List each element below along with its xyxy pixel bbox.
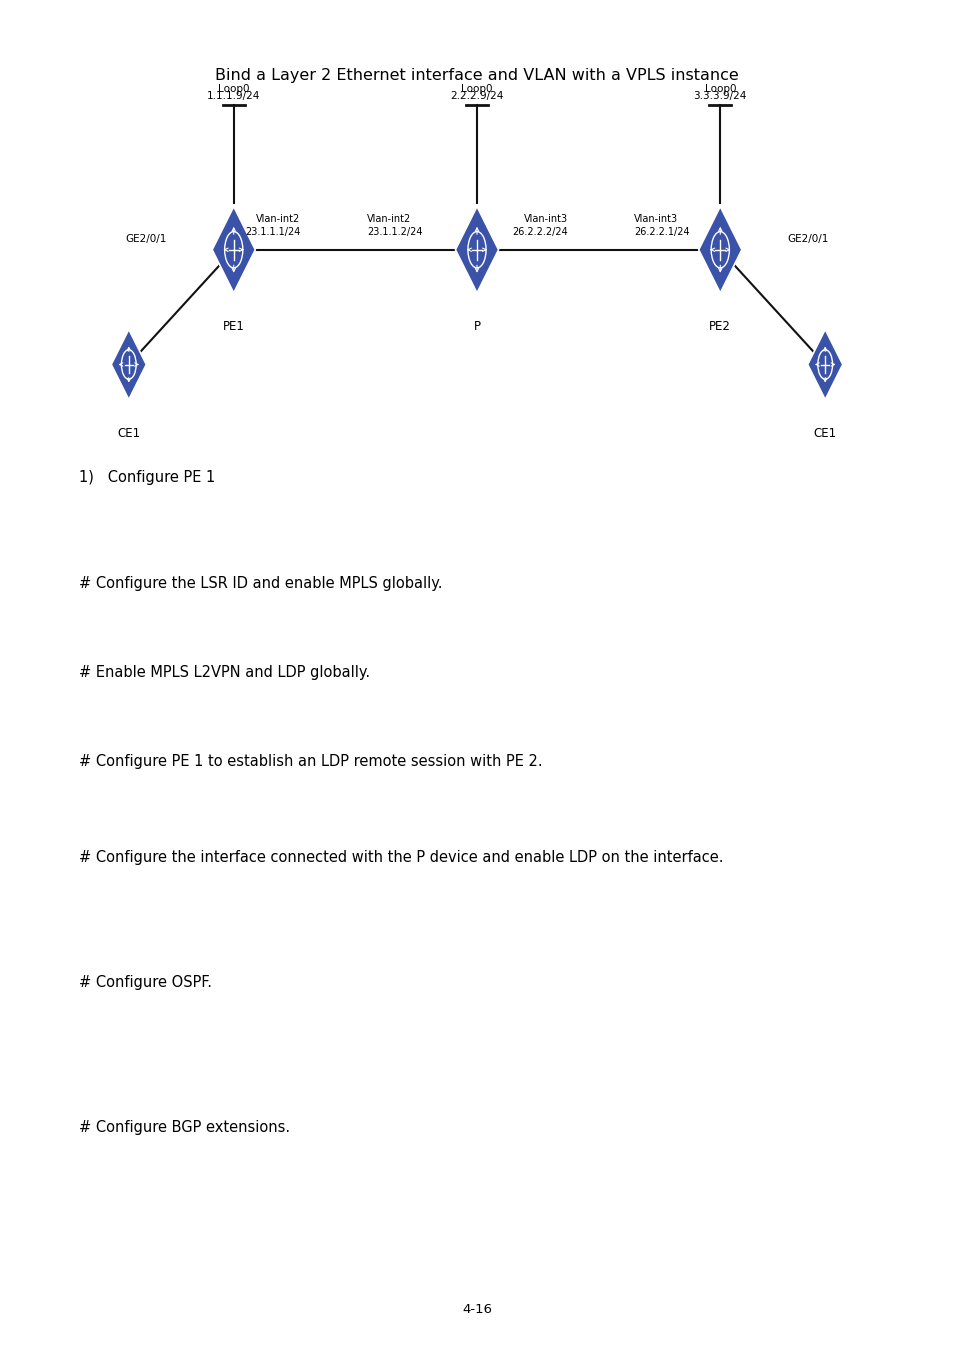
- Text: # Configure the interface connected with the P device and enable LDP on the inte: # Configure the interface connected with…: [79, 849, 723, 865]
- Text: P: P: [473, 320, 480, 333]
- Polygon shape: [455, 207, 498, 293]
- Text: Vlan-int3
26.2.2.1/24: Vlan-int3 26.2.2.1/24: [634, 213, 689, 238]
- Text: CE1: CE1: [813, 427, 836, 440]
- Text: # Configure OSPF.: # Configure OSPF.: [79, 975, 212, 991]
- Text: Vlan-int3
26.2.2.2/24: Vlan-int3 26.2.2.2/24: [512, 213, 567, 238]
- Text: Loop0: Loop0: [460, 85, 493, 94]
- Text: GE2/0/1: GE2/0/1: [126, 234, 167, 244]
- Text: 2.2.2.9/24: 2.2.2.9/24: [450, 92, 503, 101]
- Polygon shape: [112, 329, 146, 400]
- Text: Loop0: Loop0: [703, 85, 736, 94]
- Text: PE2: PE2: [709, 320, 730, 333]
- Text: 3.3.3.9/24: 3.3.3.9/24: [693, 92, 746, 101]
- Text: # Enable MPLS L2VPN and LDP globally.: # Enable MPLS L2VPN and LDP globally.: [79, 664, 370, 680]
- Text: PE1: PE1: [223, 320, 244, 333]
- Text: Loop0: Loop0: [217, 85, 250, 94]
- Text: Vlan-int2
23.1.1.2/24: Vlan-int2 23.1.1.2/24: [367, 213, 422, 238]
- Text: 4-16: 4-16: [461, 1303, 492, 1316]
- Text: # Configure the LSR ID and enable MPLS globally.: # Configure the LSR ID and enable MPLS g…: [79, 575, 442, 591]
- Text: Bind a Layer 2 Ethernet interface and VLAN with a VPLS instance: Bind a Layer 2 Ethernet interface and VL…: [214, 68, 739, 84]
- Polygon shape: [212, 207, 255, 293]
- Text: GE2/0/1: GE2/0/1: [786, 234, 827, 244]
- Text: CE1: CE1: [117, 427, 140, 440]
- Text: Vlan-int2
23.1.1.1/24: Vlan-int2 23.1.1.1/24: [245, 213, 300, 238]
- Text: # Configure PE 1 to establish an LDP remote session with PE 2.: # Configure PE 1 to establish an LDP rem…: [79, 753, 542, 769]
- Text: 1.1.1.9/24: 1.1.1.9/24: [207, 92, 260, 101]
- Text: 1)   Configure PE 1: 1) Configure PE 1: [79, 470, 215, 486]
- Polygon shape: [807, 329, 841, 400]
- Text: # Configure BGP extensions.: # Configure BGP extensions.: [79, 1119, 290, 1135]
- Polygon shape: [698, 207, 741, 293]
